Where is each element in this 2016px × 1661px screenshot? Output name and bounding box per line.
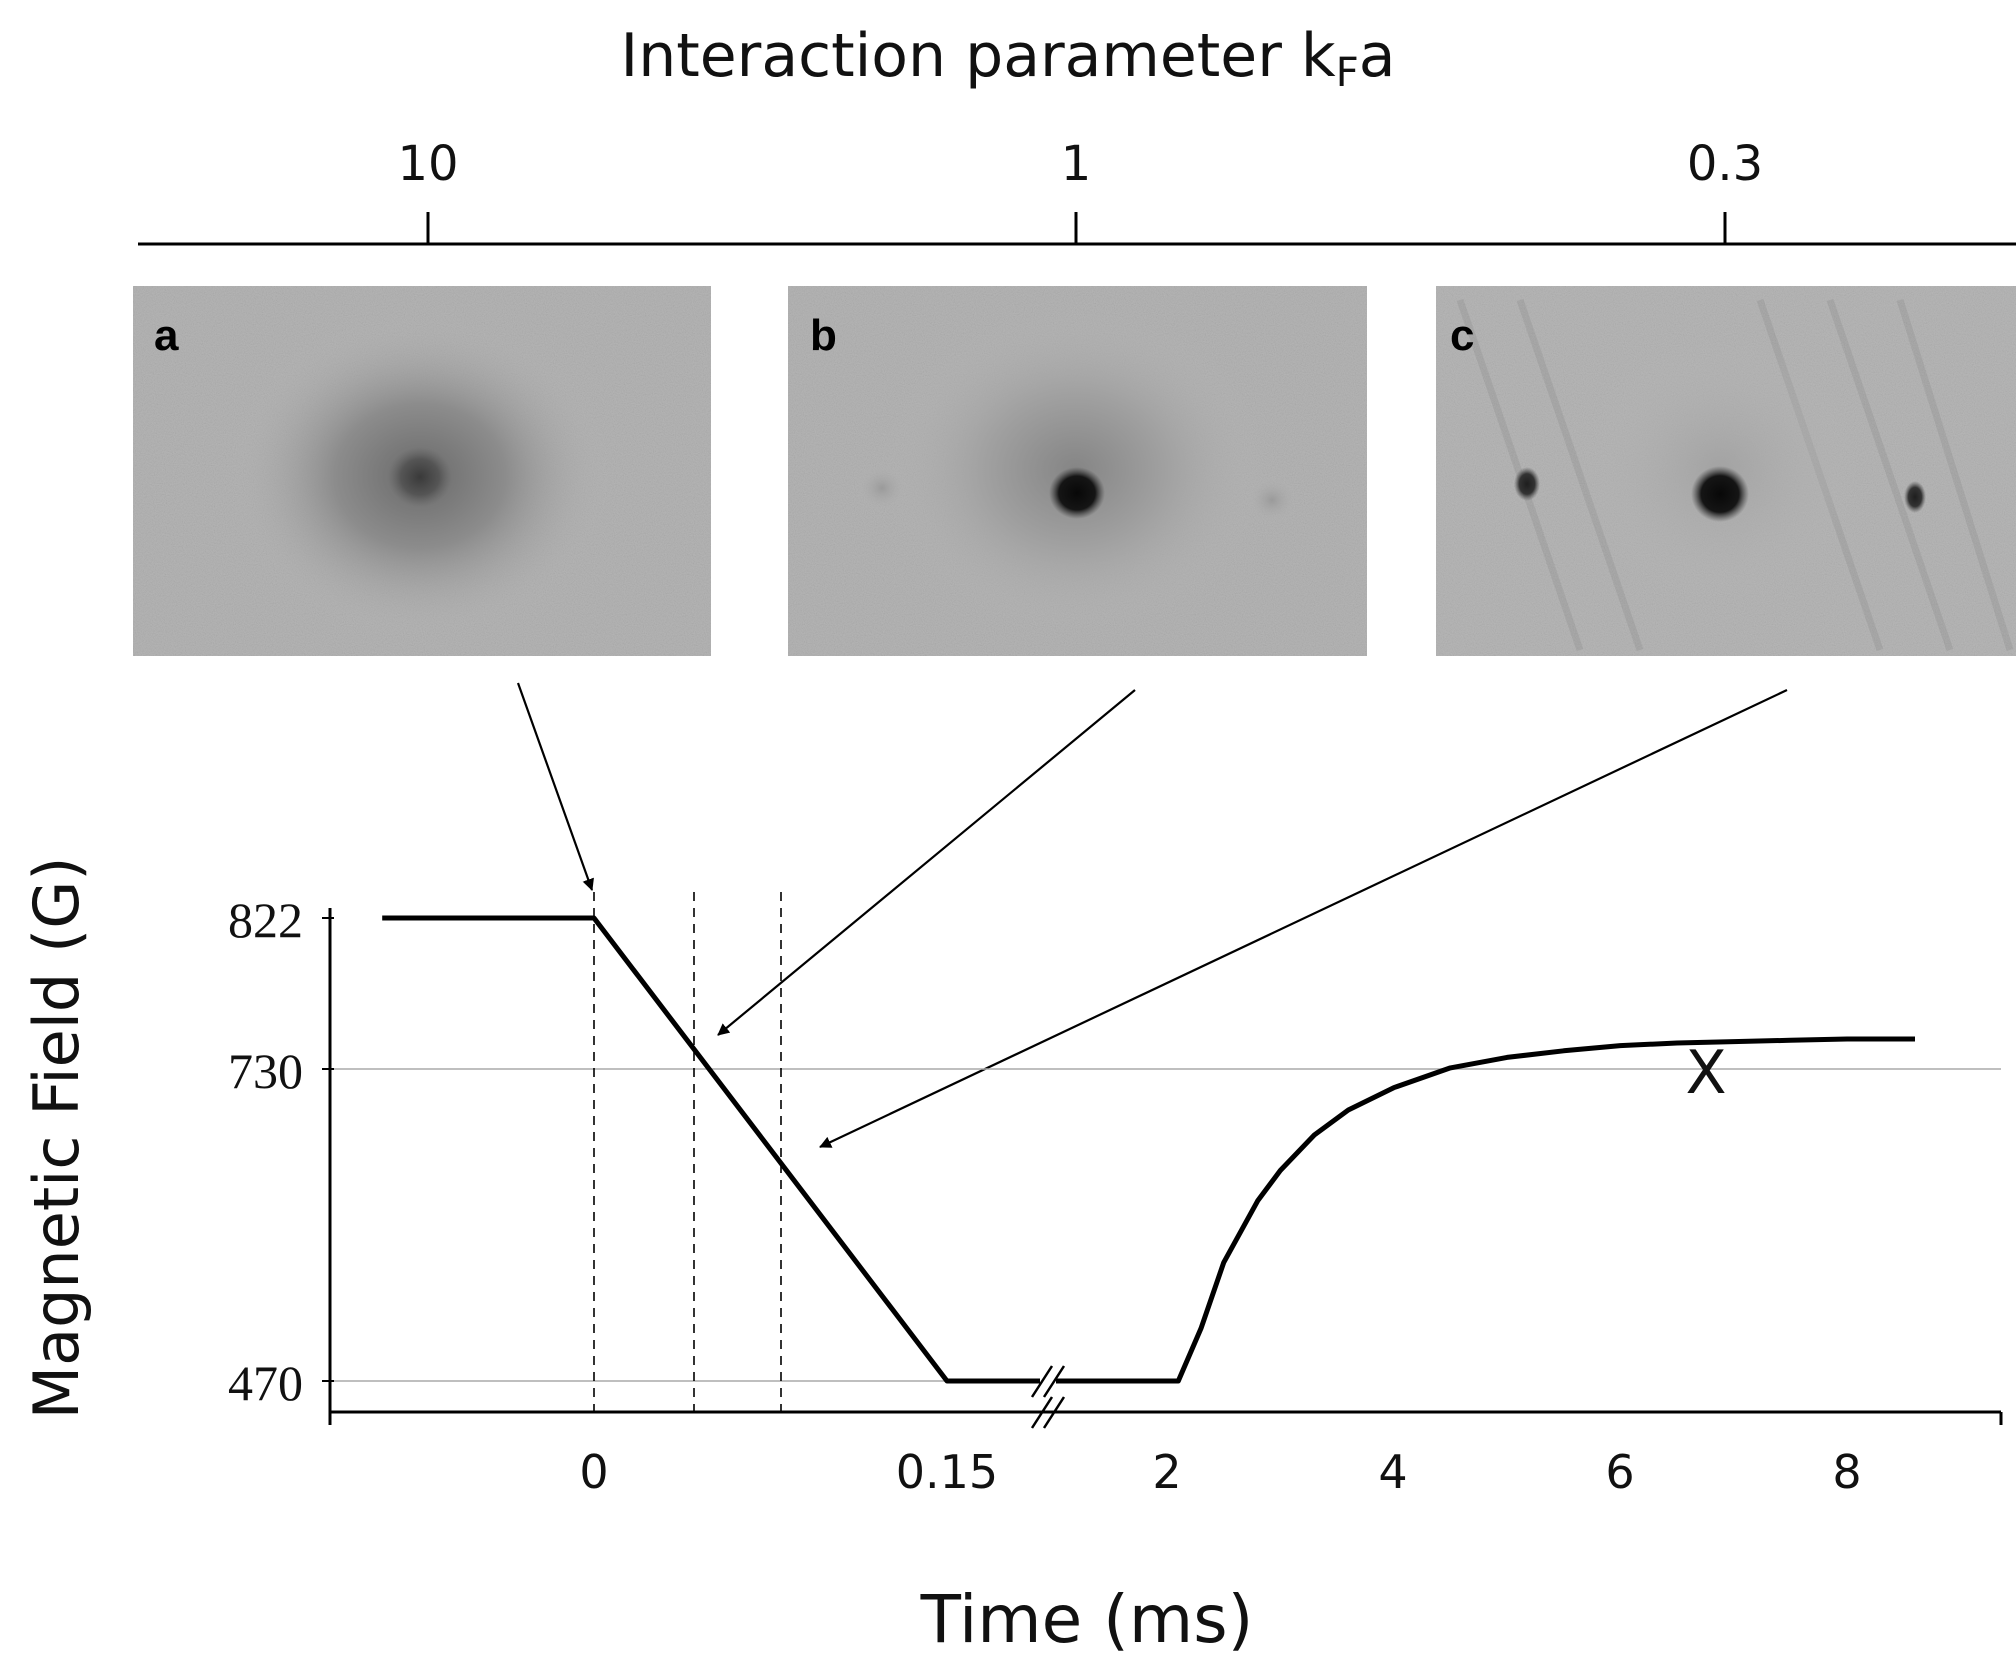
plot-area: 822 730 470 0 0.15 2 4 6 8 X xyxy=(228,892,2003,1499)
arrow-panel-c xyxy=(819,689,1788,1148)
leader-arrows xyxy=(516,682,1788,1148)
axis-break-mark-axis-1 xyxy=(1030,1396,1054,1429)
panel-c-letter: c xyxy=(1450,311,1474,360)
top-axis-tick-label-1: 1 xyxy=(1061,136,1092,192)
panel-a-central-peak xyxy=(388,447,452,507)
axis-break-marks xyxy=(1030,1365,1066,1429)
panel-b-condensate-peak xyxy=(1049,467,1105,519)
axis-break-mark-curve-2 xyxy=(1042,1365,1066,1398)
panel-b: b xyxy=(788,286,1367,656)
y-axis-title: Magnetic Field (G) xyxy=(20,857,93,1420)
y-tick-label-730: 730 xyxy=(228,1043,303,1099)
x-tick-label-4: 4 xyxy=(1378,1445,1407,1499)
panel-c-condensate-peak xyxy=(1691,466,1749,522)
axis-break-mark-axis-2 xyxy=(1042,1396,1066,1429)
x-tick-label-0-15: 0.15 xyxy=(896,1445,998,1499)
arrow-panel-b xyxy=(717,689,1136,1036)
panel-c-satellite-peak-left xyxy=(1514,467,1540,501)
annotation-x-marker: X xyxy=(1685,1038,1726,1108)
curve xyxy=(382,915,1915,1384)
top-axis: Interaction parameter kFa 10 1 0.3 xyxy=(138,21,2016,246)
marker-lines xyxy=(593,892,782,1412)
panel-b-letter: b xyxy=(810,311,837,360)
curve-recovery-segment xyxy=(1056,1036,1915,1384)
curve-ramp-segment xyxy=(382,915,1040,1384)
x-tick-label-8: 8 xyxy=(1832,1445,1861,1499)
y-tick-label-470: 470 xyxy=(228,1355,303,1411)
arrow-panel-a xyxy=(516,682,594,891)
panel-a-letter: a xyxy=(154,311,179,360)
top-axis-tick-label-0-3: 0.3 xyxy=(1687,136,1763,192)
top-axis-tick-label-10: 10 xyxy=(397,136,458,192)
x-tick-label-0: 0 xyxy=(579,1445,608,1499)
panel-a: a xyxy=(133,286,711,656)
x-axis-title: Time (ms) xyxy=(920,1581,1254,1658)
reference-lines xyxy=(330,1068,2001,1382)
top-axis-title: Interaction parameter kFa xyxy=(621,21,1396,96)
top-axis-title-main: Interaction parameter k xyxy=(621,21,1336,91)
top-axis-title-end: a xyxy=(1359,21,1396,91)
panel-b-side-blob-right xyxy=(1246,476,1298,524)
panel-c-satellite-peak-right xyxy=(1904,481,1926,513)
y-tick-label-822: 822 xyxy=(228,892,303,948)
y-ticks xyxy=(322,917,334,1382)
panel-c: c xyxy=(1436,286,2016,656)
x-tick-label-2: 2 xyxy=(1152,1445,1181,1499)
axis-break-mark-curve-1 xyxy=(1030,1365,1054,1398)
top-axis-title-sub: F xyxy=(1336,50,1359,96)
x-tick-label-6: 6 xyxy=(1605,1445,1634,1499)
panel-b-side-blob-left xyxy=(856,464,908,512)
